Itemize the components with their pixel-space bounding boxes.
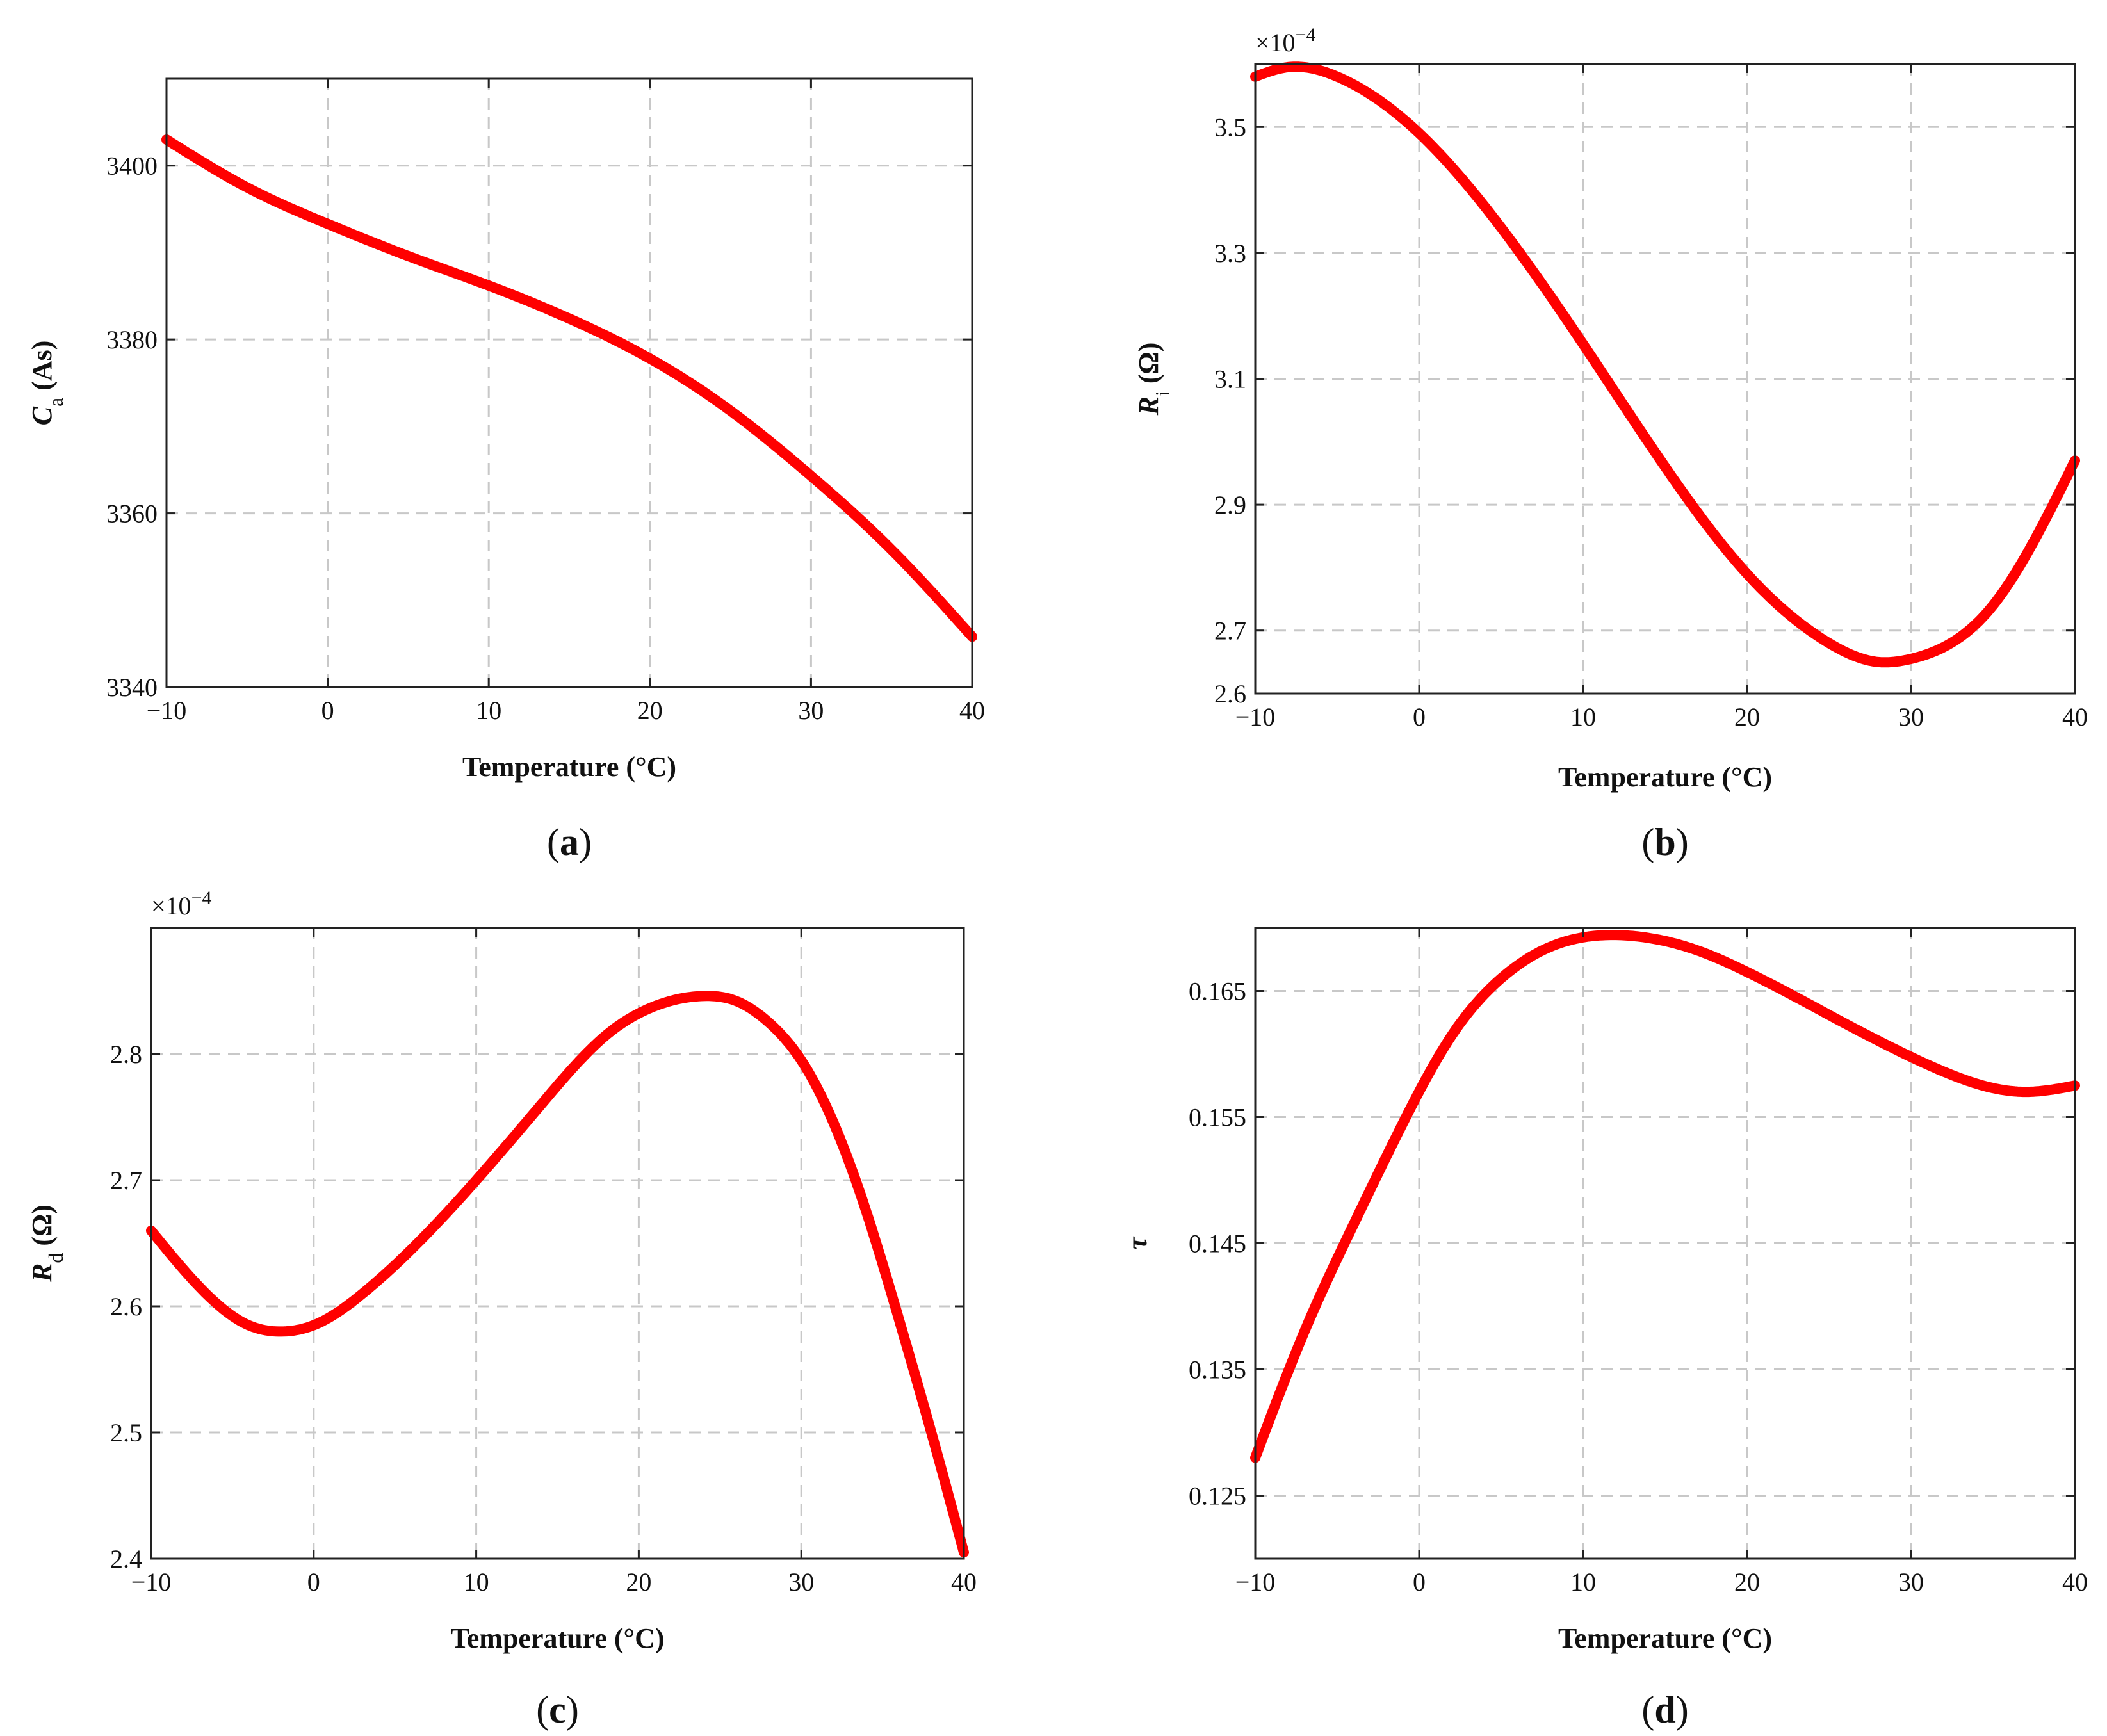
panel-a: −10 0 10 20 30 40 3340 3360 3380 3400 Temperature… [26,77,985,863]
panel-b-xtick-label-5: 40 [2062,702,2088,731]
panel-d-xtick-label-3: 20 [1734,1568,1760,1596]
panel-c-ticks: −10 0 10 20 30 40 2.4 2.5 2.6 2.7 2.8 [110,928,977,1596]
panel-c-xtick-label-3: 20 [626,1568,651,1596]
panel-b-ytick-label-5: 3.5 [1214,113,1246,142]
panel-c-ytick-label-1: 2.5 [110,1418,142,1447]
panel-c-ytick-label-2: 2.6 [110,1292,142,1321]
panel-a-xtick-label-2: 10 [476,696,501,725]
panel-c-ytick-label-0: 2.4 [110,1545,142,1573]
panel-a-xtick-label-4: 30 [798,696,824,725]
panel-d-ytick-label-2: 0.145 [1189,1229,1246,1258]
panel-d-xtick-label-2: 10 [1570,1568,1596,1596]
panel-c: −10 0 10 20 30 40 2.4 2.5 2.6 2.7 2.8 ×10−4 Temper… [26,888,977,1732]
panel-d-xtick-label-0: −10 [1235,1568,1276,1596]
panel-c-ytick-label-3: 2.7 [110,1166,142,1195]
panel-a-xtick-label-3: 20 [637,696,663,725]
panel-d-xtick-label-4: 30 [1898,1568,1924,1596]
panel-a-ytick-label-1: 3360 [106,499,158,528]
panel-d-curve [1250,930,2080,1463]
panel-d-caption: (d) [1641,1689,1688,1731]
panel-b-xtick-label-4: 30 [1898,702,1924,731]
panel-b-grid [1255,64,2075,694]
panel-b-ytick-label-2: 2.9 [1214,491,1246,519]
panel-a-x-axis-label: Temperature (°C) [462,751,676,783]
panel-b-ytick-label-4: 3.3 [1214,239,1246,268]
panel-c-xtick-label-2: 10 [464,1568,489,1596]
panel-b-curve [1250,61,2080,668]
panel-b-ytick-label-3: 3.1 [1214,365,1246,394]
panel-d-xtick-label-1: 0 [1413,1568,1426,1596]
panel-a-ytick-label-3: 3400 [106,152,158,181]
panel-c-xtick-label-0: −10 [131,1568,172,1596]
panel-b: −10 0 10 20 30 40 2.6 2.7 2.9 3.1 3.3 3.5 ×10−4 Tem… [1133,24,2088,864]
panel-a-y-axis-label: Ca (As) [26,341,67,426]
panel-a-ytick-label-2: 3380 [106,325,158,354]
panel-b-multiplier: ×10−4 [1255,24,1315,58]
panel-a-xtick-label-0: −10 [147,696,187,725]
panel-b-xtick-label-3: 20 [1734,702,1760,731]
panel-d-ytick-label-0: 0.125 [1189,1482,1246,1511]
panel-a-grid [167,79,972,687]
panel-a-ytick-label-0: 3340 [106,673,158,702]
panel-c-y-axis-label: Rd (Ω) [26,1205,67,1283]
panel-d-y-axis-label: τ [1121,1236,1153,1249]
panel-c-curve [146,991,969,1558]
panel-d-ytick-label-1: 0.135 [1189,1356,1246,1384]
panel-c-multiplier: ×10−4 [151,888,211,921]
panel-c-caption: (c) [536,1689,579,1731]
panel-b-caption: (b) [1641,821,1688,863]
panel-b-ytick-label-1: 2.7 [1214,617,1246,645]
panel-c-xtick-label-5: 40 [951,1568,977,1596]
panel-a-xtick-label-5: 40 [959,696,985,725]
panel-b-xtick-label-0: −10 [1235,702,1276,731]
panel-b-ytick-label-0: 2.6 [1214,679,1246,708]
panel-d-ticks: −10 0 10 20 30 40 0.125 0.135 0.145 0.155 0.165 [1189,928,2088,1596]
panel-a-caption: (a) [547,821,592,863]
panel-a-xtick-label-1: 0 [321,696,334,725]
panel-b-y-axis-label: Ri (Ω) [1133,343,1174,416]
panel-c-ytick-label-4: 2.8 [110,1040,142,1069]
panel-d-xtick-label-5: 40 [2062,1568,2088,1596]
panel-c-x-axis-label: Temperature (°C) [450,1623,664,1654]
panel-d-ytick-label-3: 0.155 [1189,1103,1246,1132]
panel-c-grid [151,928,964,1559]
panel-a-ticks: −10 0 10 20 30 40 3340 3360 3380 3400 [106,79,985,725]
panel-d-grid [1255,928,2075,1559]
panel-b-x-axis-label: Temperature (°C) [1558,761,1772,793]
panel-b-xtick-label-2: 10 [1570,702,1596,731]
panel-a-frame [165,77,973,688]
panel-c-xtick-label-1: 0 [307,1568,320,1596]
panel-c-frame [150,927,965,1560]
panel-b-ticks: −10 0 10 20 30 40 2.6 2.7 2.9 3.1 3.3 3.5 [1214,64,2088,731]
panel-d-x-axis-label: Temperature (°C) [1558,1623,1772,1654]
panel-c-xtick-label-4: 30 [788,1568,814,1596]
panel-a-curve [161,134,977,642]
panel-b-xtick-label-1: 0 [1413,702,1426,731]
panel-d-ytick-label-4: 0.165 [1189,977,1246,1006]
